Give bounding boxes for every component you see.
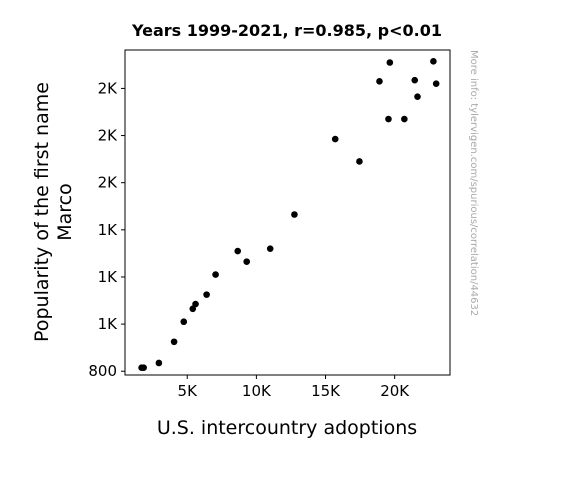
data-point xyxy=(212,271,219,278)
data-point xyxy=(243,258,251,265)
y-tick-label: 800 xyxy=(88,362,117,380)
data-point xyxy=(170,338,178,346)
x-tick-label: 15K xyxy=(311,382,341,400)
x-tick-label: 10K xyxy=(242,382,272,400)
data-point xyxy=(180,318,188,326)
x-tick-label: 5K xyxy=(178,382,199,400)
y-tick-label: 2K xyxy=(98,127,119,145)
y-tick-label: 1K xyxy=(98,221,119,239)
data-point xyxy=(401,115,408,123)
data-point xyxy=(331,135,339,143)
y-axis-ticks: 800 1K 1K 1K 2K 2K 2K xyxy=(88,79,125,380)
x-tick-label: 20K xyxy=(380,382,410,400)
data-point xyxy=(203,291,210,298)
data-point xyxy=(385,115,392,123)
y-tick-label: 2K xyxy=(98,174,119,192)
y-tick-label: 1K xyxy=(98,268,119,286)
chart-title: Years 1999-2021, r=0.985, p<0.01 xyxy=(131,21,442,40)
data-point xyxy=(430,58,437,65)
data-point xyxy=(414,93,421,100)
y-axis-label-line-1: Popularity of the first name xyxy=(31,82,53,342)
y-axis-label-line-2: Marco xyxy=(54,183,76,241)
y-tick-label: 1K xyxy=(98,315,119,333)
source-watermark: More info: tylervigen.com/spurious/corre… xyxy=(468,50,479,316)
data-point xyxy=(192,300,199,308)
data-point xyxy=(411,76,419,84)
data-point xyxy=(291,211,298,218)
data-point xyxy=(356,158,363,165)
x-axis-ticks: 5K 10K 15K 20K xyxy=(178,375,410,400)
data-points xyxy=(138,58,440,371)
x-axis-label: U.S. intercountry adoptions xyxy=(157,417,417,439)
data-point xyxy=(432,80,440,88)
y-tick-label: 2K xyxy=(98,79,119,97)
plot-area xyxy=(124,49,451,376)
data-point xyxy=(140,364,147,371)
data-point xyxy=(266,245,274,252)
data-point xyxy=(386,59,394,66)
data-point xyxy=(376,78,383,85)
data-point xyxy=(155,359,163,367)
data-point xyxy=(234,247,242,255)
